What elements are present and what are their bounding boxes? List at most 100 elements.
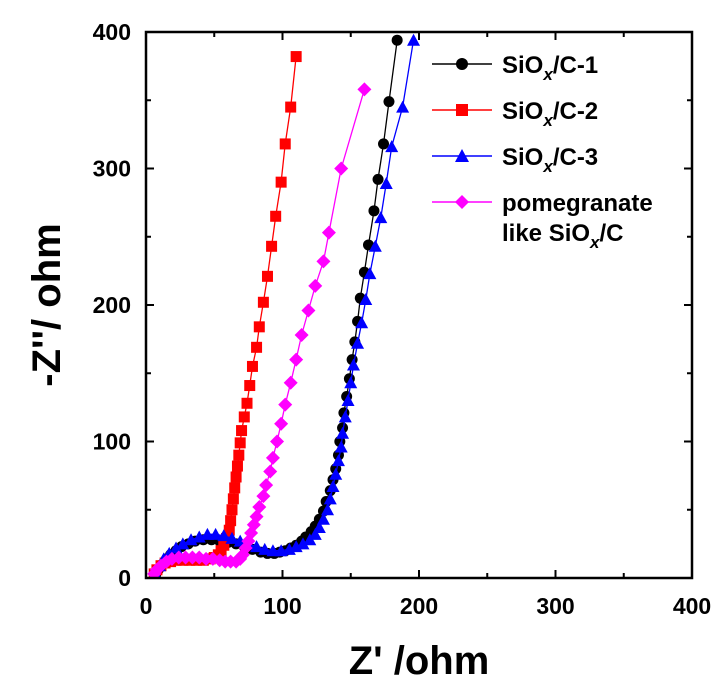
data-point (241, 397, 253, 409)
x-tick-label-400: 400 (673, 593, 711, 619)
data-point (250, 540, 264, 553)
y-tick-label-100: 100 (93, 429, 131, 455)
data-point (265, 450, 280, 465)
data-point (321, 225, 336, 240)
data-point (329, 467, 343, 480)
data-point (301, 303, 316, 318)
data-point (407, 33, 421, 46)
data-point (374, 211, 388, 224)
data-point (270, 434, 285, 449)
data-point (379, 177, 393, 190)
data-point (231, 460, 243, 472)
data-point (363, 267, 377, 280)
data-point (244, 525, 259, 540)
x-tick-label-300: 300 (536, 593, 574, 619)
y-tick-label-400: 400 (93, 19, 131, 45)
series-line (153, 56, 297, 575)
data-point (344, 376, 358, 389)
data-point (391, 34, 403, 46)
data-point (359, 293, 373, 306)
data-point (383, 96, 395, 108)
data-point (225, 531, 239, 544)
legend-marker-square (456, 104, 468, 116)
legend-label-pomegranate-line1: pomegranate (502, 190, 653, 217)
data-point (279, 138, 291, 150)
legend-item-siox-c-3: SiOx/C-3 (432, 144, 598, 176)
data-point (229, 482, 241, 494)
data-point (378, 138, 390, 150)
series-line (155, 40, 398, 576)
data-point (238, 411, 250, 423)
legend-item-siox-c-1: SiOx/C-1 (432, 52, 598, 84)
data-point (396, 100, 410, 113)
data-point (259, 478, 274, 493)
data-point (274, 416, 289, 431)
data-point (341, 394, 355, 407)
data-point (251, 341, 263, 353)
data-point (217, 529, 231, 542)
data-point (256, 489, 271, 504)
data-point (233, 449, 245, 461)
data-point (266, 240, 278, 252)
data-point (253, 321, 265, 333)
data-point (257, 296, 269, 308)
y-axis-title: -Z''/ ohm (25, 223, 69, 386)
data-point (334, 440, 348, 453)
data-point (261, 270, 273, 282)
legend-label-siox-c-1: SiOx/C-1 (502, 52, 598, 84)
legend-label-siox-c-2: SiOx/C-2 (502, 98, 598, 130)
data-point (234, 437, 246, 449)
y-tick-label-300: 300 (93, 156, 131, 182)
x-tick-label-100: 100 (263, 593, 301, 619)
x-tick-label-200: 200 (400, 593, 438, 619)
data-point (230, 471, 242, 483)
legend-marker-triangle (455, 149, 469, 162)
data-point (252, 500, 267, 515)
data-point (326, 480, 340, 493)
x-axis-title: Z' /ohm (349, 639, 490, 683)
series-4 (147, 82, 372, 578)
data-point (385, 140, 399, 153)
data-point (355, 316, 369, 329)
data-point (285, 101, 297, 113)
data-point (176, 537, 190, 550)
data-point (312, 520, 326, 533)
data-point (263, 464, 278, 479)
data-point (258, 542, 272, 555)
data-point (290, 51, 302, 63)
data-point (346, 358, 360, 371)
series-3 (149, 33, 421, 578)
data-point (334, 161, 349, 176)
data-point (336, 426, 350, 439)
data-point (169, 541, 183, 554)
legend-marker-diamond (455, 195, 469, 209)
data-point (316, 254, 331, 269)
x-tick-label-0: 0 (140, 593, 153, 619)
data-point (200, 527, 214, 540)
data-point (357, 82, 372, 97)
data-point (266, 544, 280, 557)
data-point (226, 504, 238, 516)
data-point (209, 527, 223, 540)
data-point (331, 454, 345, 467)
data-point (223, 524, 235, 536)
data-point (368, 239, 382, 252)
series-2 (148, 51, 302, 578)
data-point (338, 410, 352, 423)
data-point (321, 503, 335, 516)
data-point (278, 397, 293, 412)
data-point (351, 336, 365, 349)
data-point (246, 360, 258, 372)
data-point (283, 375, 298, 390)
legend-label-pomegranate-line2: like SiOx/C (502, 220, 624, 252)
data-point (289, 352, 304, 367)
legend-item-siox-c-2: SiOx/C-2 (432, 98, 598, 130)
data-point (227, 493, 239, 505)
data-point (270, 210, 282, 222)
legend: SiOx/C-1 SiOx/C-2 SiOx/C-3 pomegranate l… (432, 52, 653, 252)
series-layer (147, 33, 421, 578)
data-point (236, 425, 248, 437)
data-point (316, 512, 330, 525)
legend-item-pomegranate-like-siox-c: pomegranate like SiOx/C (432, 190, 653, 252)
